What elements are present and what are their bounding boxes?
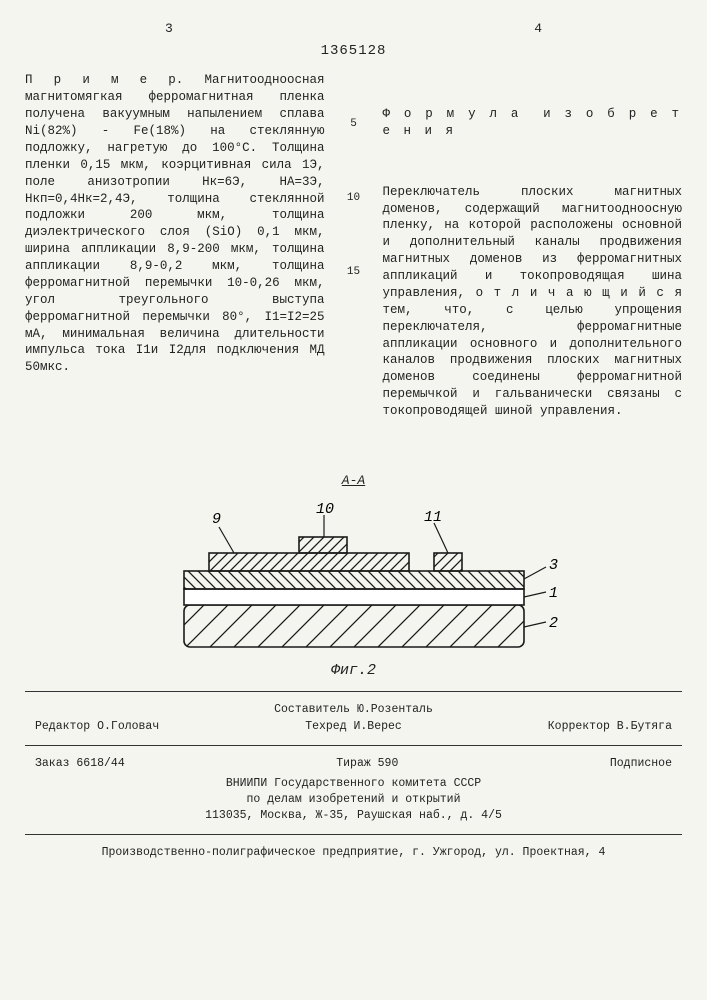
figure-section-label: А-А	[144, 472, 564, 490]
fig-label-9: 9	[212, 511, 221, 528]
credits-org2: по делам изобретений и открытий	[25, 792, 682, 808]
credits-corrector: Корректор В.Бутяга	[548, 719, 672, 735]
right-column: Ф о р м у л а и з о б р е т е н и я Пере…	[383, 72, 683, 453]
right-column-body: Переключатель плоских магнитных доменов,…	[383, 184, 683, 420]
credits-order: Заказ 6618/44	[35, 756, 125, 772]
divider-2	[25, 745, 682, 746]
document-number: 1365128	[25, 42, 682, 61]
figure-2: А-А	[144, 472, 564, 682]
credits-address: 113035, Москва, Ж-35, Раушская наб., д. …	[25, 808, 682, 824]
divider-3	[25, 834, 682, 835]
footer: Производственно-полиграфическое предприя…	[25, 845, 682, 861]
fig-label-1: 1	[549, 585, 558, 602]
credits-tirazh: Тираж 590	[336, 756, 398, 772]
credits-editor: Редактор О.Головач	[35, 719, 159, 735]
text-columns: П р и м е р. Магнитоодноосная магнитомяг…	[25, 72, 682, 453]
figure-caption: Фиг.2	[144, 661, 564, 681]
fig-label-3: 3	[549, 557, 558, 574]
fig-label-10: 10	[316, 501, 334, 518]
credits-podpisnoe: Подписное	[610, 756, 672, 772]
credits-org1: ВНИИПИ Государственного комитета СССР	[25, 776, 682, 792]
line-numbers: 5 10 15	[347, 72, 361, 453]
figure-svg: 9 10 11 3 1 2	[144, 497, 564, 657]
formula-title: Ф о р м у л а и з о б р е т е н и я	[383, 106, 683, 140]
divider-1	[25, 691, 682, 692]
credits-block: Составитель Ю.Розенталь Редактор О.Голов…	[25, 702, 682, 824]
left-column: П р и м е р. Магнитоодноосная магнитомяг…	[25, 72, 325, 453]
page-num-left: 3	[165, 20, 173, 38]
credits-techred: Техред И.Верес	[305, 719, 402, 735]
credits-compiler: Составитель Ю.Розенталь	[25, 702, 682, 718]
fig-label-2: 2	[549, 615, 558, 632]
page-num-right: 4	[534, 20, 542, 38]
fig-label-11: 11	[424, 509, 442, 526]
